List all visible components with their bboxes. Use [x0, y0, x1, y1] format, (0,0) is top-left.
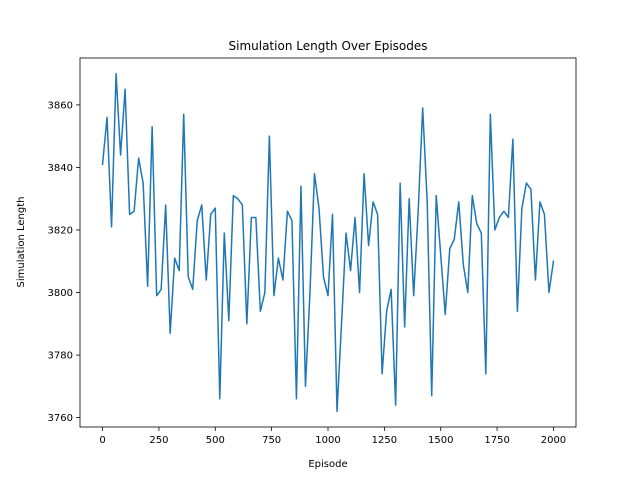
y-tick-label: 3780: [48, 351, 73, 362]
x-tick-label: 250: [149, 435, 168, 446]
y-axis-label: Simulation Length: [16, 197, 27, 288]
plot-area: [80, 58, 576, 427]
y-axis-ticks: 3760 3780 3800 3820 3840 3860: [48, 100, 80, 424]
y-tick-label: 3840: [48, 163, 73, 174]
y-tick-label: 3800: [48, 288, 73, 299]
y-tick-label: 3860: [48, 100, 73, 111]
chart-title: Simulation Length Over Episodes: [229, 39, 428, 53]
x-axis-label: Episode: [308, 459, 347, 470]
x-tick-label: 0: [99, 435, 105, 446]
y-tick-label: 3820: [48, 225, 73, 236]
x-tick-label: 1500: [428, 435, 453, 446]
plot-frame: [79, 57, 577, 428]
x-axis-ticks: 0 250 500 750 1000 1250 1500 1750 2000: [99, 427, 566, 446]
x-tick-label: 1000: [315, 435, 340, 446]
x-tick-label: 1250: [372, 435, 397, 446]
series-line: [101, 72, 555, 413]
x-tick-label: 750: [262, 435, 281, 446]
x-tick-label: 500: [206, 435, 225, 446]
x-tick-label: 1750: [484, 435, 509, 446]
x-tick-label: 2000: [541, 435, 566, 446]
y-tick-label: 3760: [48, 413, 73, 424]
